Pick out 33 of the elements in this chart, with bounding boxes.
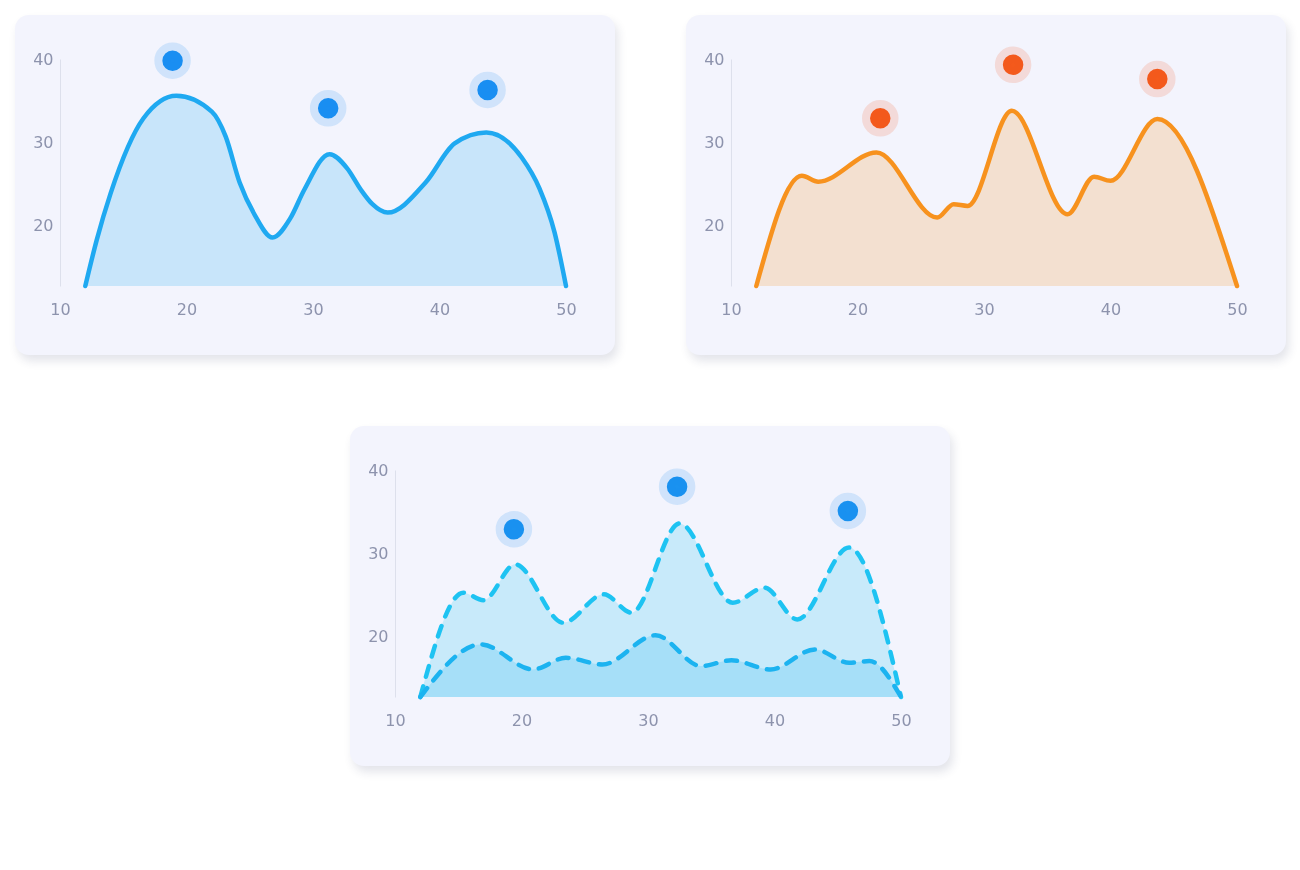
point [994, 46, 1032, 84]
point [495, 511, 533, 548]
y-tick-label: 30 [33, 132, 54, 152]
y-tick-label: 20 [704, 216, 725, 236]
x-tick-label: 30 [638, 710, 659, 730]
y-tick-label: 40 [368, 460, 389, 480]
point [829, 492, 867, 530]
x-tick-label: 40 [764, 710, 786, 730]
point [658, 468, 696, 505]
x-tick-label: 10 [721, 299, 742, 319]
point [1139, 60, 1176, 98]
y-tick-label: 30 [704, 132, 725, 152]
x-tick-label: 50 [891, 710, 912, 730]
point [154, 42, 191, 79]
x-tick-label: 20 [511, 710, 533, 730]
y-tick-label: 40 [33, 49, 54, 69]
y-tick-label: 40 [704, 49, 725, 69]
x-tick-label: 30 [974, 299, 995, 319]
point [862, 100, 899, 137]
x-tick-label: 20 [847, 299, 869, 319]
x-tick-label: 10 [385, 710, 406, 730]
x-tick-label: 50 [1227, 299, 1248, 319]
x-tick-label: 50 [556, 299, 577, 319]
y-tick-label: 20 [368, 627, 389, 647]
point [309, 90, 347, 127]
y-tick-label: 20 [33, 216, 54, 236]
x-tick-label: 10 [50, 299, 71, 319]
point [469, 71, 506, 109]
x-tick-label: 40 [429, 299, 451, 319]
x-tick-label: 30 [303, 299, 324, 319]
x-tick-label: 40 [1100, 299, 1122, 319]
x-tick-label: 20 [176, 299, 198, 319]
y-tick-label: 30 [368, 543, 389, 563]
